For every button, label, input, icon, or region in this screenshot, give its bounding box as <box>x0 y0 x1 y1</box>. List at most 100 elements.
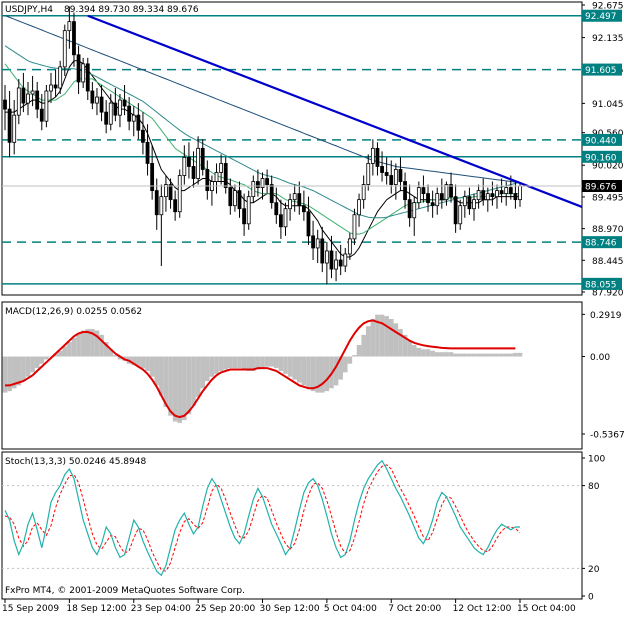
macd-bar-56 <box>260 356 265 369</box>
candle-body-90 <box>416 187 421 204</box>
candle-body-43 <box>200 147 205 170</box>
macd-bar-111 <box>513 352 518 357</box>
candle-5 <box>26 81 30 116</box>
candle-body-28 <box>131 114 136 122</box>
candle-53 <box>246 190 251 230</box>
candle-16 <box>76 45 81 95</box>
candle-body-77 <box>357 199 361 216</box>
macd-bar-42 <box>195 356 201 397</box>
candle-10 <box>49 72 53 104</box>
macd-bar-0 <box>2 356 8 393</box>
candle-body-10 <box>49 84 53 92</box>
price-ytick-label-1: 92.135 <box>592 34 624 44</box>
candle-body-11 <box>53 84 58 89</box>
candle-75 <box>347 232 352 261</box>
candle-body-93 <box>430 202 435 207</box>
macd-bar-73 <box>338 356 343 380</box>
candle-35 <box>164 175 168 212</box>
macd-bar-5 <box>25 356 31 377</box>
candle-61 <box>283 202 288 236</box>
macd-bar-32 <box>149 356 155 377</box>
candle-body-30 <box>141 129 145 143</box>
candle-body-27 <box>127 105 132 122</box>
candle-body-79 <box>366 163 371 185</box>
macd-bar-50 <box>232 356 238 369</box>
candle-body-31 <box>145 141 150 164</box>
candle-body-13 <box>62 30 67 68</box>
candle-body-66 <box>306 211 311 237</box>
macd-bar-49 <box>228 356 233 369</box>
candle-body-101 <box>467 196 472 210</box>
candle-body-55 <box>256 181 260 188</box>
candle-55 <box>256 169 260 197</box>
candle-29 <box>136 103 141 140</box>
candle-65 <box>301 190 306 221</box>
candle-body-84 <box>389 175 394 185</box>
candle-body-16 <box>76 54 81 83</box>
candle-body-111 <box>513 193 518 201</box>
candle-59 <box>274 187 279 224</box>
candle-37 <box>173 190 178 221</box>
candle-body-22 <box>104 111 109 125</box>
macd-bar-87 <box>402 334 408 357</box>
macd-bar-22 <box>103 342 109 357</box>
candle-body-97 <box>449 184 453 198</box>
candle-body-67 <box>311 235 315 249</box>
candle-58 <box>269 175 274 209</box>
candle-body-51 <box>237 190 242 210</box>
macd-bar-105 <box>485 353 491 357</box>
macd-bar-69 <box>319 356 325 393</box>
level-tag-5: 88.055 <box>582 277 622 290</box>
macd-bar-6 <box>30 356 35 373</box>
stoch-panel-title: Stoch(13,3,3) 50.0246 45.8948 <box>5 457 146 467</box>
candle-body-49 <box>228 187 233 207</box>
candle-72 <box>334 250 338 282</box>
current-price-tag: 89.676 <box>582 180 622 193</box>
candle-body-91 <box>421 187 426 195</box>
level-tag-label-0: 92.497 <box>585 12 617 22</box>
macd-bar-68 <box>315 356 320 393</box>
macd-bar-98 <box>453 353 458 357</box>
candle-body-26 <box>122 99 127 107</box>
candle-body-103 <box>476 190 481 201</box>
macd-bar-63 <box>292 356 297 380</box>
candle-body-69 <box>320 238 325 264</box>
macd-bar-8 <box>39 356 45 364</box>
candle-51 <box>237 181 242 218</box>
candle-76 <box>352 208 357 245</box>
level-tag-3: 90.160 <box>582 150 622 163</box>
price-ytick-label-6: 89.495 <box>592 193 624 203</box>
macd-bar-107 <box>494 353 500 357</box>
candle-33 <box>154 178 159 230</box>
level-tag-4: 88.746 <box>582 236 622 249</box>
candle-81 <box>375 142 380 176</box>
macd-bar-62 <box>287 356 293 377</box>
candle-66 <box>306 196 311 245</box>
candle-body-76 <box>352 214 357 240</box>
level-tag-0: 92.497 <box>582 9 622 22</box>
candle-43 <box>200 139 205 176</box>
candle-77 <box>357 193 361 227</box>
candle-21 <box>99 84 104 122</box>
candle-body-50 <box>233 190 237 207</box>
candle-78 <box>361 175 366 209</box>
macd-bar-82 <box>379 314 385 357</box>
macd-bar-2 <box>11 356 17 389</box>
candle-body-105 <box>485 193 490 201</box>
price-panel-frame <box>1 1 583 296</box>
macd-bar-80 <box>370 318 376 357</box>
macd-bar-64 <box>296 356 302 383</box>
candle-body-81 <box>375 147 380 167</box>
candle-3 <box>16 78 21 125</box>
candle-82 <box>380 151 384 182</box>
candle-50 <box>233 184 237 212</box>
price-ytick-label-3: 91.045 <box>592 100 624 110</box>
candle-body-39 <box>182 157 187 176</box>
candle-15 <box>72 12 76 67</box>
candle-body-53 <box>246 196 251 225</box>
trendline <box>87 14 583 208</box>
candle-62 <box>288 193 292 221</box>
macd-bar-101 <box>467 353 472 357</box>
candle-25 <box>118 94 122 128</box>
